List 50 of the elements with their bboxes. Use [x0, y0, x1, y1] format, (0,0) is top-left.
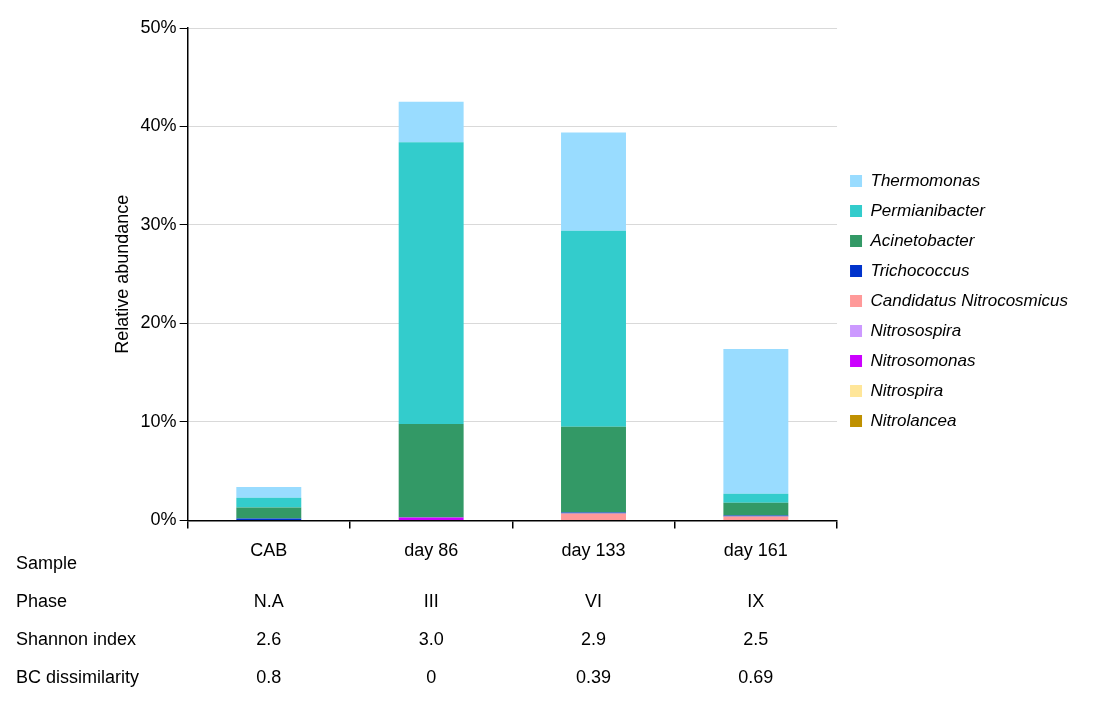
x-tick-label: day 161 [723, 540, 788, 561]
text: 2.5 [743, 628, 769, 649]
y-tick-label: 40% [140, 115, 177, 136]
y-tick-label: 30% [140, 213, 177, 234]
text: 0.39 [575, 666, 612, 687]
bar [236, 486, 302, 498]
bar [398, 142, 464, 424]
legend-label: Acinetobacter [869, 230, 976, 250]
x-tick-label: day 133 [561, 540, 626, 561]
text: 0 [426, 666, 437, 687]
text: III [423, 590, 439, 611]
legend-label: Nitrosomonas [870, 350, 976, 370]
bar [723, 349, 789, 494]
y-tick-label: 10% [140, 410, 177, 431]
bar [561, 132, 626, 231]
text: N.A [253, 590, 284, 611]
bar [723, 502, 789, 516]
bar [561, 230, 626, 427]
legend-label: Thermomonas [870, 170, 981, 190]
bar [561, 426, 626, 513]
x-tick-label: day 86 [404, 540, 459, 561]
x-axis-title: Sample [16, 552, 78, 573]
bar [236, 507, 302, 519]
bar [561, 513, 626, 520]
text: 0.69 [738, 666, 774, 687]
text: BC dissimilarity [16, 666, 140, 687]
bar [398, 517, 464, 520]
legend-label: Nitrospira [870, 380, 944, 400]
y-axis-title: Relative abundance [111, 194, 132, 354]
legend-label: Permianibacter [870, 200, 987, 220]
y-tick-label: 0% [150, 509, 177, 530]
bar [398, 101, 464, 143]
legend-label: Nitrosospira [870, 320, 962, 340]
text: 3.0 [418, 628, 444, 649]
y-tick-label: 20% [140, 312, 177, 333]
text: 2.9 [580, 628, 607, 649]
legend-label: Candidatus Nitrocosmicus [870, 290, 1069, 310]
text: 2.6 [256, 628, 282, 649]
y-tick-label: 50% [140, 16, 177, 37]
bar [398, 423, 464, 518]
x-tick-label: CAB [250, 540, 288, 561]
text: VI [585, 590, 603, 611]
bar [236, 497, 302, 508]
text: IX [747, 590, 765, 611]
text: Shannon index [16, 628, 137, 649]
legend-label: Trichococcus [870, 260, 970, 280]
bar [723, 493, 789, 503]
text: Phase [16, 590, 68, 611]
legend-label: Nitrolancea [870, 410, 957, 430]
text: 0.8 [256, 666, 282, 687]
